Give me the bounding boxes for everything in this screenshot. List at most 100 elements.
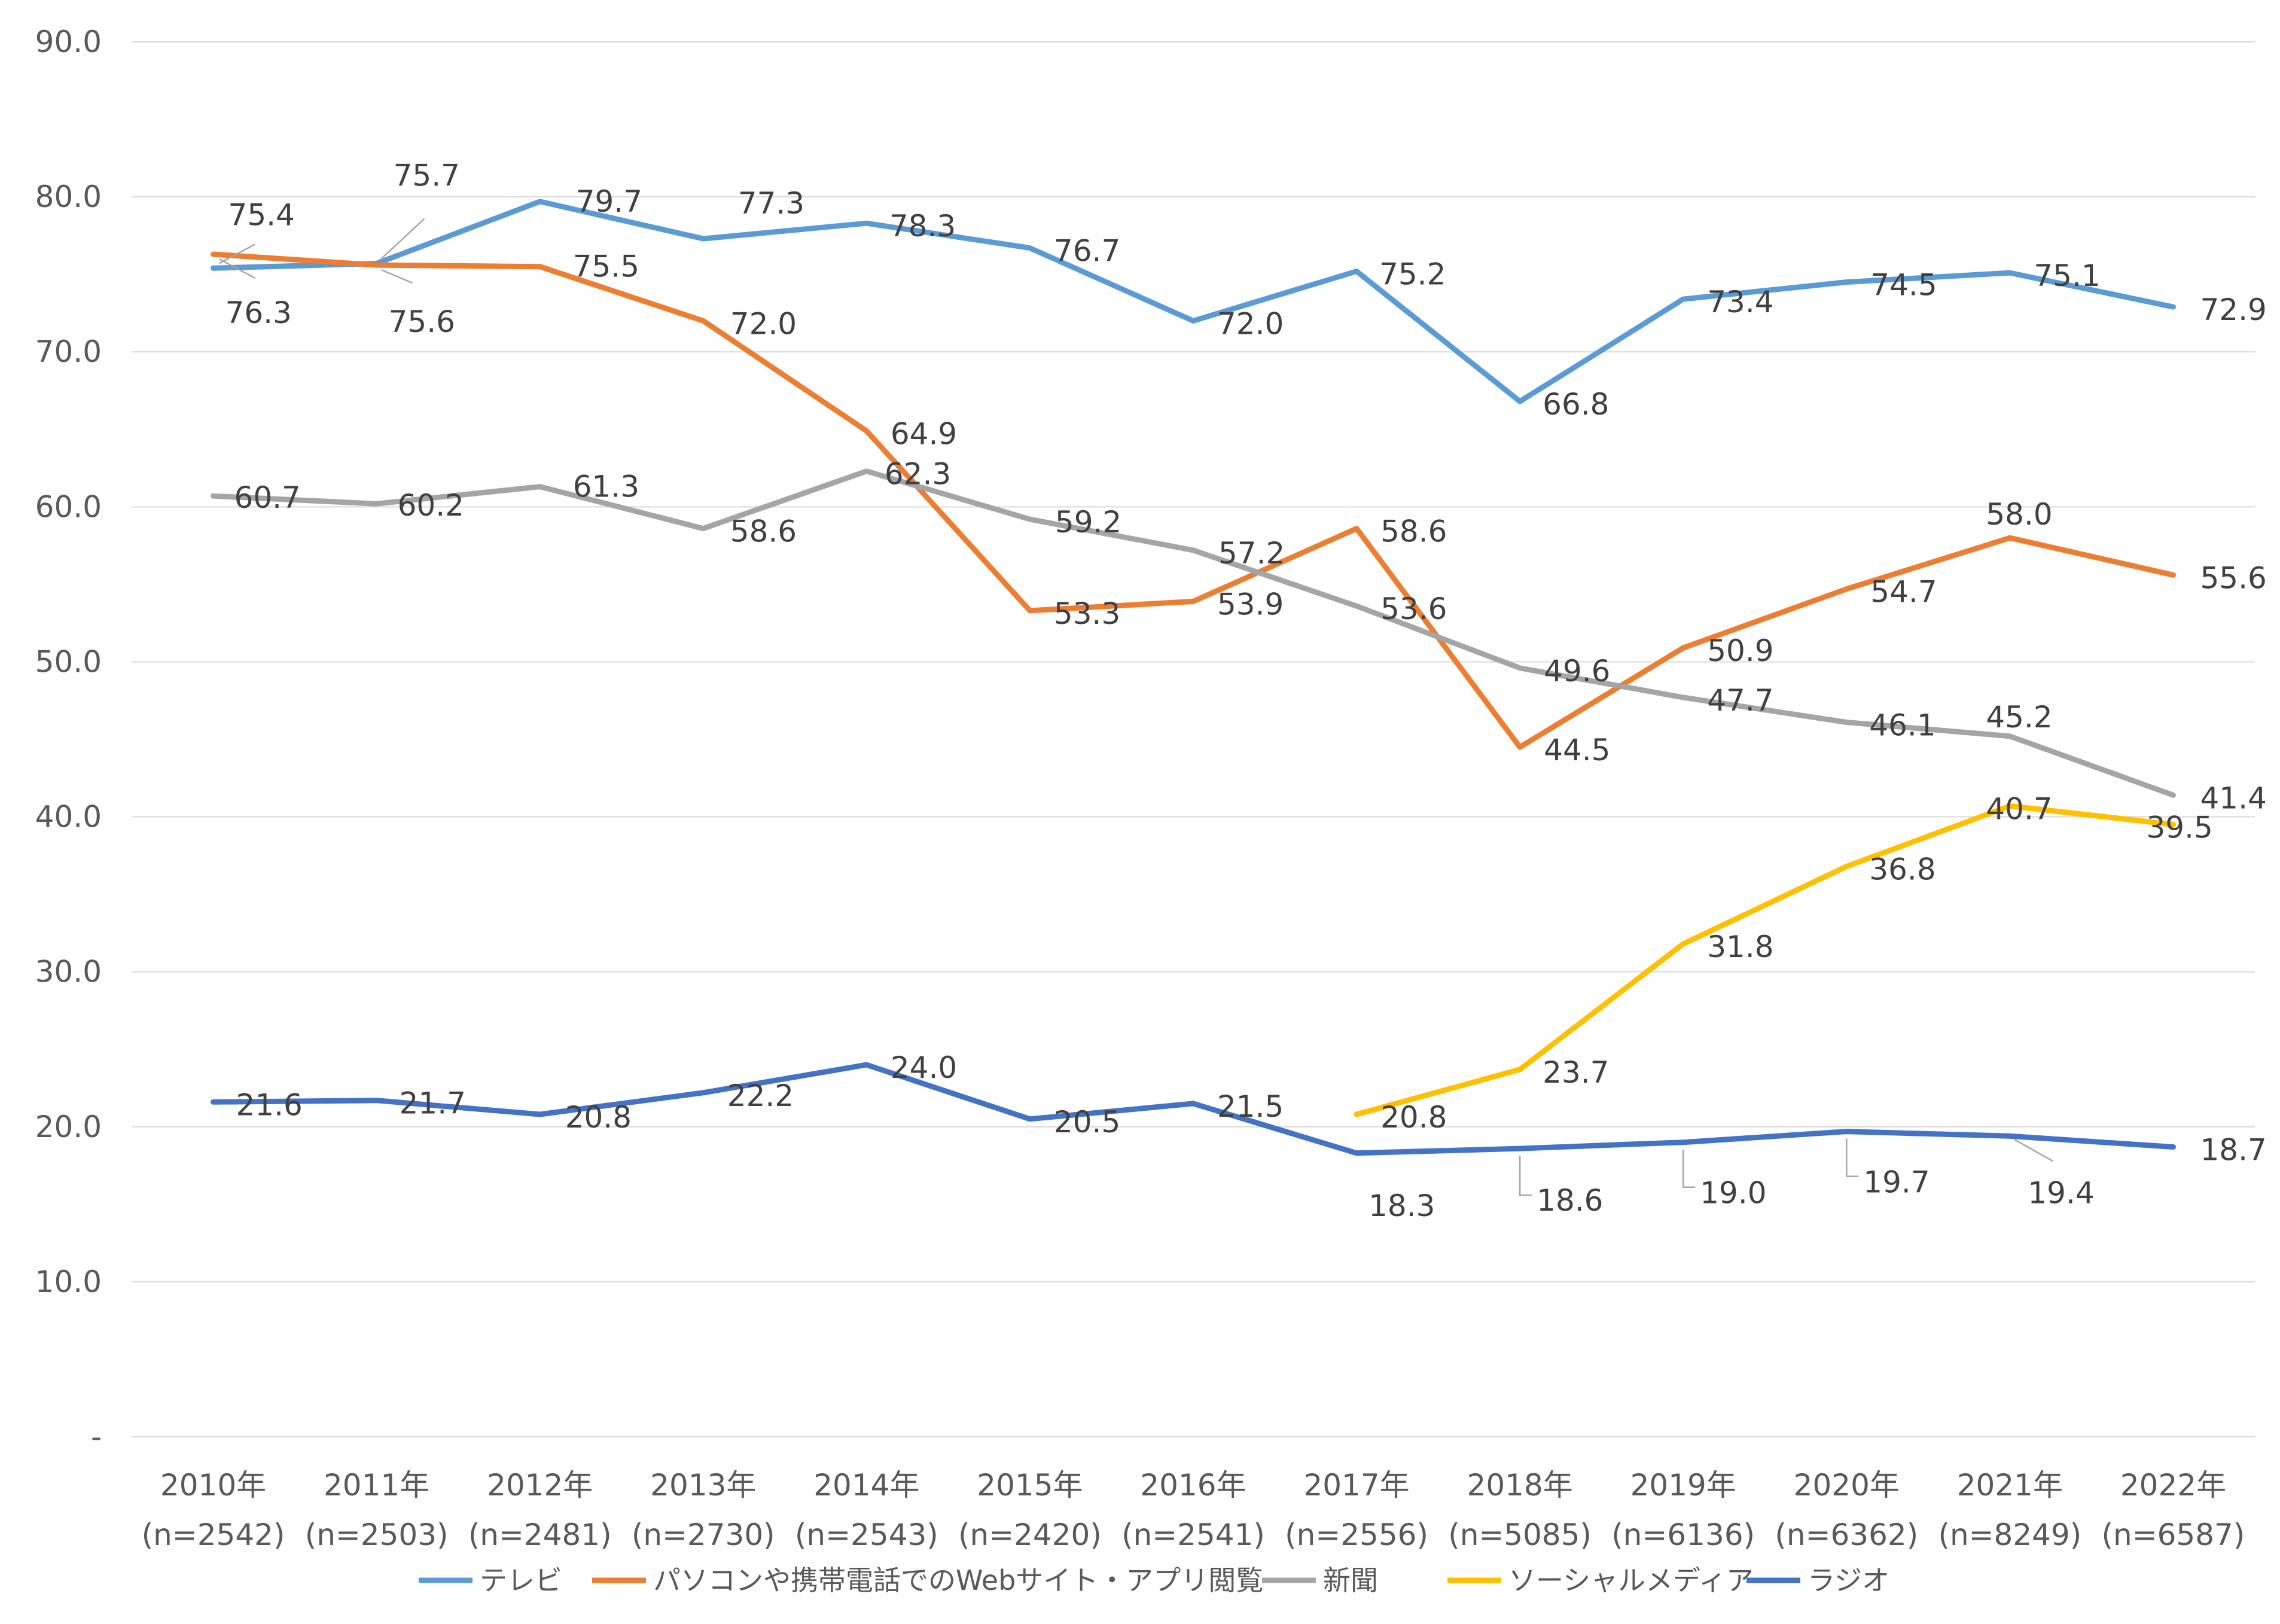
- series-line-1: [211, 251, 2176, 750]
- series-lines: [211, 199, 2176, 1156]
- x-tick-label: 2012年: [487, 1468, 593, 1503]
- x-tick-sample-size: (n=2420): [958, 1518, 1102, 1552]
- data-label: 60.2: [398, 488, 464, 523]
- x-tick-sample-size: (n=6362): [1775, 1518, 1918, 1552]
- legend-label: 新聞: [1323, 1564, 1378, 1596]
- data-label: 75.4: [228, 197, 295, 232]
- data-label: 59.2: [1055, 505, 1121, 540]
- y-tick-label: 50.0: [35, 644, 102, 679]
- y-tick-label: 20.0: [35, 1110, 102, 1144]
- leader-line: [218, 243, 256, 264]
- x-tick-sample-size: (n=2543): [795, 1518, 938, 1552]
- data-label: 18.3: [1368, 1189, 1435, 1223]
- x-tick-label: 2020年: [1794, 1468, 1900, 1503]
- data-label: 78.3: [889, 209, 956, 243]
- data-label: 73.4: [1707, 285, 1773, 319]
- gridlines: [132, 41, 2255, 1437]
- data-label: 20.8: [1380, 1100, 1447, 1135]
- leader-line: [2014, 1139, 2054, 1162]
- data-label: 50.9: [1707, 633, 1773, 668]
- data-label: 72.9: [2200, 292, 2266, 327]
- legend-item: ラジオ: [1746, 1564, 1889, 1596]
- legend-item: テレビ: [419, 1564, 562, 1596]
- y-axis-ticks: - 10.0 20.0 30.0 40.0 50.0 60.0 70.0 80.0 90.0: [35, 25, 102, 1454]
- data-label: 46.1: [1869, 708, 1935, 742]
- data-label: 75.7: [394, 159, 460, 193]
- data-label: 77.3: [738, 186, 804, 221]
- data-label: 66.8: [1543, 387, 1609, 422]
- x-tick-sample-size: (n=2481): [468, 1518, 612, 1552]
- data-label: 36.8: [1869, 852, 1935, 886]
- data-label: 75.2: [1379, 257, 1446, 291]
- data-label: 64.9: [891, 416, 957, 451]
- data-label: 75.5: [573, 249, 639, 284]
- legend-label: テレビ: [480, 1564, 562, 1596]
- data-label: 76.3: [225, 295, 292, 330]
- data-label: 57.2: [1218, 536, 1285, 571]
- data-label: 58.6: [1380, 514, 1447, 549]
- x-tick-label: 2017年: [1303, 1468, 1409, 1503]
- data-label: 24.0: [891, 1050, 957, 1085]
- x-tick-label: 2014年: [813, 1468, 919, 1503]
- data-label: 53.3: [1054, 596, 1120, 631]
- data-label: 20.5: [1054, 1105, 1120, 1139]
- y-tick-label: 90.0: [35, 25, 102, 59]
- leader-line: [218, 258, 256, 279]
- x-tick-sample-size: (n=8249): [1938, 1518, 2081, 1552]
- y-tick-label: 70.0: [35, 334, 102, 369]
- x-tick-sample-size: (n=6587): [2102, 1518, 2245, 1552]
- x-tick-sample-size: (n=2556): [1285, 1518, 1428, 1552]
- data-label: 72.0: [730, 306, 797, 341]
- data-label: 31.8: [1707, 930, 1773, 964]
- legend-label: ラジオ: [1807, 1564, 1889, 1596]
- series-line-0: [211, 199, 2176, 404]
- data-label: 75.1: [2034, 258, 2100, 293]
- x-tick-label: 2015年: [977, 1468, 1083, 1503]
- legend-label: ソーシャルメディア: [1508, 1564, 1754, 1596]
- data-label: 44.5: [1544, 733, 1610, 767]
- data-label: 60.7: [234, 480, 301, 515]
- x-tick-sample-size: (n=2541): [1121, 1518, 1265, 1552]
- y-tick-label: 40.0: [35, 800, 102, 834]
- y-tick-label: -: [91, 1419, 102, 1454]
- data-label: 49.6: [1544, 654, 1610, 688]
- data-label: 18.7: [2200, 1132, 2266, 1167]
- data-label: 55.6: [2200, 560, 2266, 595]
- data-label: 61.3: [573, 470, 639, 504]
- leader-line: [381, 269, 413, 284]
- y-tick-label: 10.0: [35, 1265, 102, 1299]
- data-label: 53.6: [1380, 592, 1447, 626]
- leader-lines: [218, 218, 2054, 1196]
- x-tick-label: 2018年: [1467, 1468, 1573, 1503]
- data-label: 53.9: [1217, 587, 1284, 621]
- data-label: 62.3: [885, 457, 951, 492]
- y-tick-label: 30.0: [35, 955, 102, 989]
- data-labels: 75.4 75.7 79.7 77.3 78.3 76.7 72.0 75.2 66.8 73.4…: [225, 159, 2267, 1223]
- leader-line: [1682, 1149, 1696, 1188]
- x-tick-label: 2016年: [1140, 1468, 1246, 1503]
- x-tick-label: 2010年: [160, 1468, 266, 1503]
- data-label: 21.6: [236, 1087, 303, 1122]
- data-label: 20.8: [565, 1100, 632, 1135]
- legend-item: ソーシャルメディア: [1447, 1564, 1754, 1596]
- series-line-4: [211, 1062, 2176, 1156]
- data-label: 22.2: [727, 1078, 794, 1113]
- legend-item: 新聞: [1262, 1564, 1378, 1596]
- x-tick-sample-size: (n=2542): [142, 1518, 285, 1552]
- legend: テレビ パソコンや携帯電話でのWebサイト・アプリ閲覧 新聞 ソーシャルメディア ラジオ: [419, 1564, 1889, 1596]
- y-tick-label: 80.0: [35, 179, 102, 214]
- data-label: 76.7: [1054, 234, 1120, 269]
- data-label: 45.2: [1986, 700, 2052, 735]
- x-axis-ticks: 2010年 (n=2542) 2011年 (n=2503) 2012年 (n=2481) 2…: [142, 1468, 2245, 1552]
- legend-item: パソコンや携帯電話でのWebサイト・アプリ閲覧: [592, 1564, 1263, 1596]
- series-line-2: [211, 468, 2176, 798]
- data-label: 19.7: [1863, 1165, 1930, 1200]
- data-label: 79.7: [576, 184, 642, 219]
- legend-label: パソコンや携帯電話でのWebサイト・アプリ閲覧: [653, 1564, 1263, 1596]
- leader-line: [380, 218, 425, 260]
- y-tick-label: 60.0: [35, 489, 102, 524]
- data-label: 41.4: [2200, 781, 2266, 815]
- leader-line: [1846, 1138, 1859, 1177]
- data-label: 58.6: [730, 514, 797, 549]
- data-label: 23.7: [1543, 1055, 1609, 1090]
